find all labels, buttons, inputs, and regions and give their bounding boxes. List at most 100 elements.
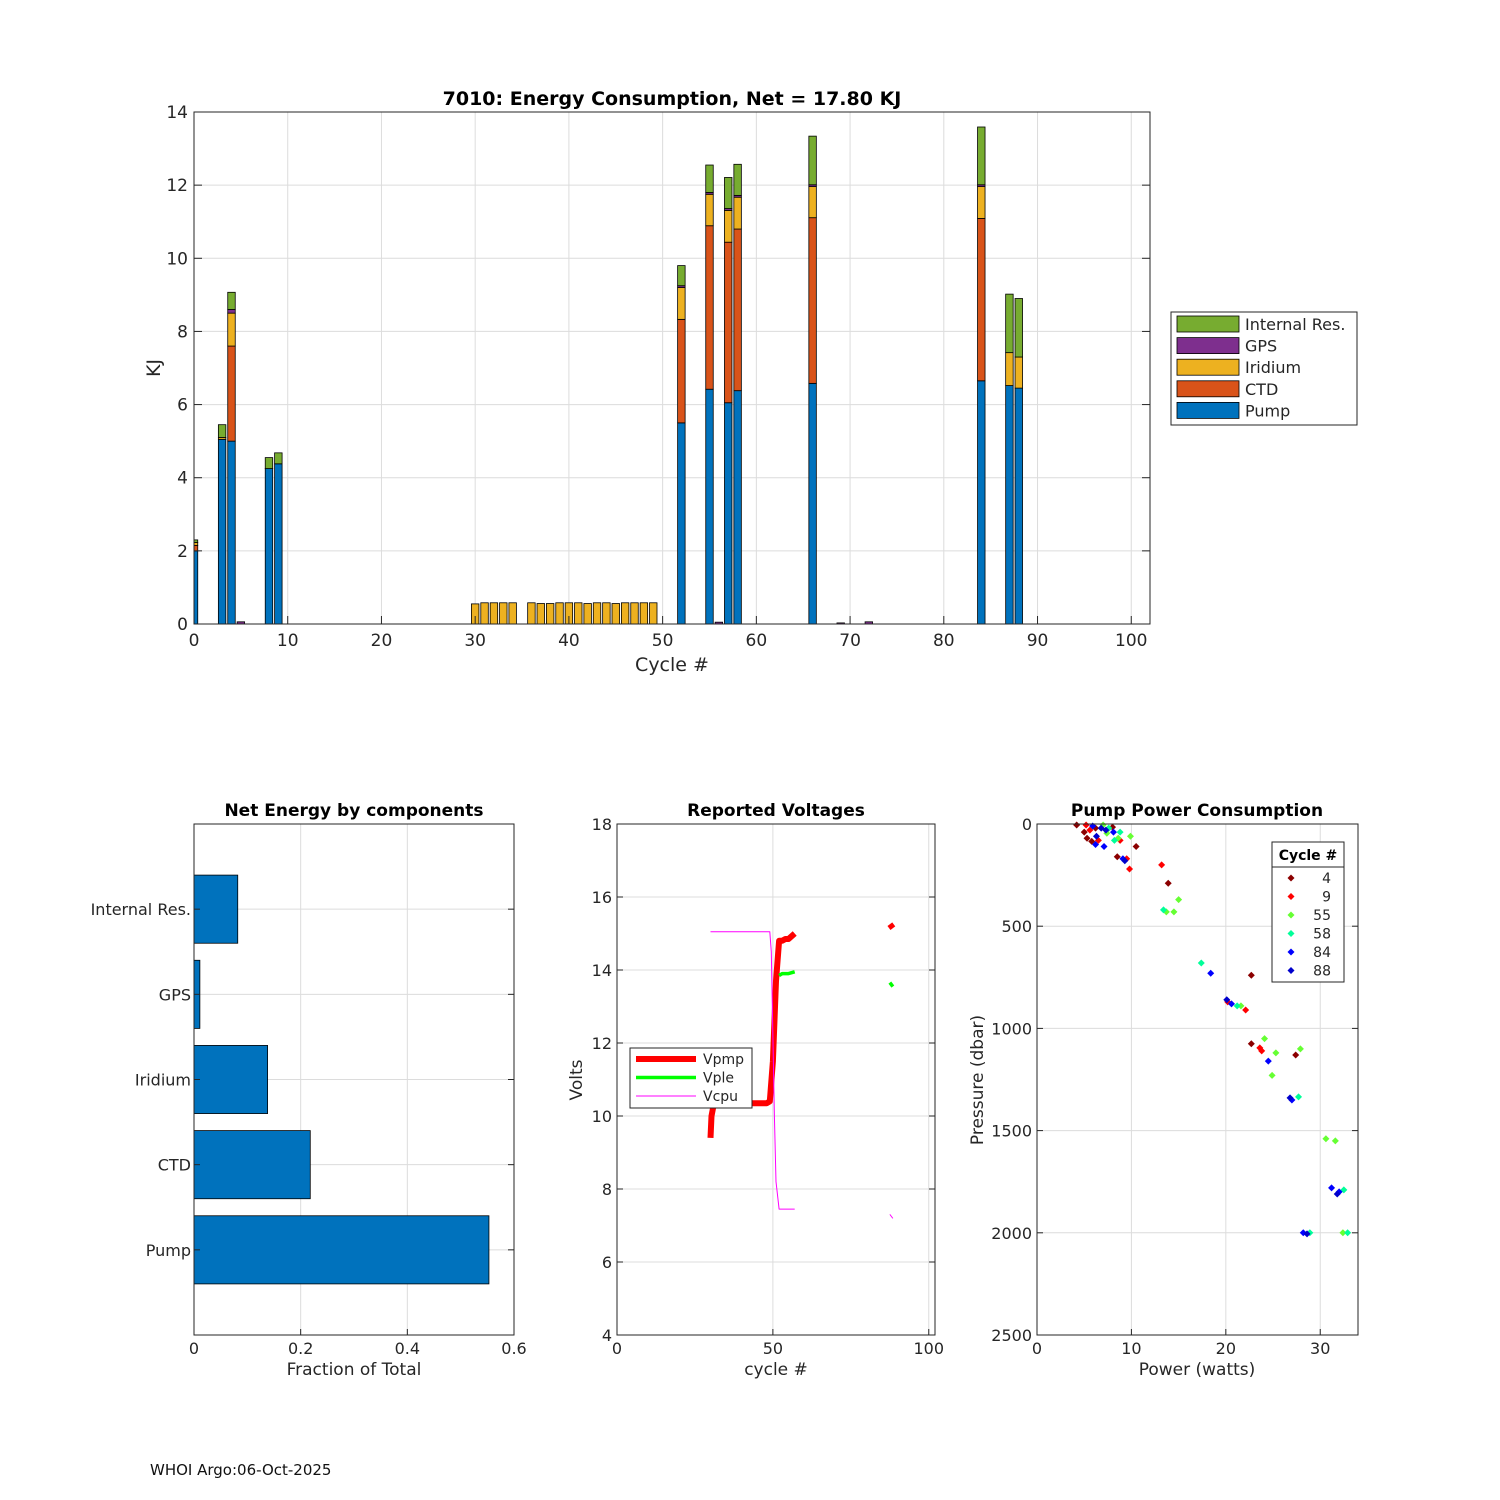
volt-ylabel: Volts (567, 1059, 587, 1100)
energy-xtick-label: 90 (1027, 631, 1049, 651)
pump-power-consumption-chart: Pump Power Consumption 0 10 20 30 0 500 1000 15… (968, 801, 1359, 1380)
energy-bar-segment-internal-res--cycle-88 (1014, 298, 1023, 358)
pump-legend-label: 4 (1322, 871, 1331, 887)
pump-point-cycle-58 (1110, 836, 1118, 844)
pump-legend-marker (1287, 893, 1295, 900)
energy-bar-segment-ctd-cycle-66 (808, 217, 817, 384)
pump-xtick-label: 20 (1216, 1339, 1236, 1358)
pump-point-cycle-84 (1328, 1184, 1336, 1192)
volt-legend-label: Vcpu (703, 1089, 738, 1105)
energy-xtick-label: 60 (746, 631, 768, 651)
frac-xlabel: Fraction of Total (287, 1360, 422, 1380)
pump-point-cycle-55 (1322, 1135, 1330, 1143)
pump-legend-marker (1287, 948, 1295, 956)
energy-bar-segment-iridium-cycle-39 (555, 602, 564, 625)
energy-ytick-label: 10 (166, 249, 188, 269)
reported-voltages-chart: Reported Voltages 0 50 100 4 6 8 10 12 14 16 18 cy… (567, 801, 944, 1380)
pump-point-cycle-55 (1268, 1071, 1276, 1079)
energy-bar-segment-iridium-cycle-47 (630, 602, 639, 625)
volt-series-vcpu (710, 931, 795, 1210)
pump-point-cycle-84 (1227, 1000, 1235, 1008)
frac-ytick-label: Internal Res. (91, 900, 191, 919)
pump-point-cycle-55 (1175, 896, 1183, 904)
pump-point-cycle-88 (1121, 857, 1129, 865)
frac-bar-iridium (193, 1045, 268, 1114)
pump-ytick-label: 500 (1001, 917, 1032, 936)
pump-point-cycle-88 (1333, 1190, 1341, 1198)
energy-xtick-label: 100 (1115, 631, 1147, 651)
pump-ylabel: Pressure (dbar) (968, 1015, 988, 1145)
energy-xtick-label: 30 (464, 631, 486, 651)
energy-bar-segment-iridium-cycle-42 (583, 603, 592, 625)
volt-series-vple (778, 970, 796, 977)
frac-xtick-label: 0.6 (501, 1339, 526, 1358)
pump-point-cycle-58 (1233, 1002, 1241, 1010)
energy-bar-segment-iridium-cycle-33 (499, 602, 508, 625)
net-energy-by-components-chart: Net Energy by components 0 0.2 0.4 0.6 Pump C… (91, 801, 527, 1380)
energy-bar-segment-iridium-cycle-58 (733, 196, 742, 230)
pump-chart-title: Pump Power Consumption (1071, 801, 1323, 821)
energy-bar-segment-iridium-cycle-31 (480, 602, 489, 625)
pump-legend-label: 58 (1313, 927, 1331, 943)
frac-bar-internal-res- (193, 874, 239, 944)
energy-legend-label: Internal Res. (1245, 315, 1345, 334)
energy-bar-segment-ctd-cycle-57 (724, 241, 733, 404)
energy-bar-segment-ctd-cycle-55 (705, 225, 714, 390)
energy-bar-segment-ctd-cycle-0 (193, 544, 199, 552)
energy-bar-segment-iridium-cycle-4 (227, 312, 236, 347)
pump-point-cycle-55 (1296, 1045, 1304, 1053)
frac-bar-pump (193, 1215, 490, 1285)
energy-ytick-label: 8 (177, 322, 188, 342)
pump-point-cycle-4 (1164, 879, 1172, 887)
energy-legend-swatch (1176, 358, 1240, 376)
energy-bar-segment-internal-res--cycle-8 (264, 457, 274, 469)
pump-point-cycle-58 (1160, 906, 1168, 914)
pump-point-cycle-9 (1082, 821, 1090, 829)
energy-bar-segment-iridium-cycle-49 (649, 602, 658, 625)
energy-bar-segment-gps-cycle-4 (227, 309, 236, 314)
energy-bar-segment-iridium-cycle-52 (677, 287, 686, 320)
pump-ytick-label: 0 (1022, 815, 1032, 834)
energy-ytick-label: 6 (177, 396, 188, 416)
pump-legend-label: 9 (1322, 890, 1331, 906)
energy-xtick-label: 10 (277, 631, 299, 651)
pump-xtick-label: 0 (1032, 1339, 1042, 1358)
energy-bar-segment-iridium-cycle-0 (193, 542, 199, 546)
energy-bar-segment-pump-cycle-52 (677, 422, 686, 625)
pump-point-cycle-9 (1258, 1047, 1266, 1055)
pump-point-cycle-4 (1113, 853, 1121, 861)
footer-text: WHOI Argo:06-Oct-2025 (150, 1461, 332, 1479)
energy-bar-segment-iridium-cycle-66 (808, 186, 817, 219)
pump-point-cycle-84 (1092, 840, 1100, 848)
pump-point-cycle-55 (1331, 1137, 1339, 1145)
pump-point-cycle-88 (1286, 1094, 1294, 1102)
frac-xtick-label: 0.2 (288, 1339, 313, 1358)
pump-legend: Cycle # 4 9 55 58 84 88 (1271, 841, 1345, 983)
energy-bar-segment-pump-cycle-66 (808, 382, 817, 625)
energy-bar-segment-internal-res--cycle-52 (677, 265, 686, 287)
pump-legend-title: Cycle # (1279, 848, 1338, 864)
pump-point-cycle-58 (1295, 1093, 1303, 1101)
frac-ytick-label: Iridium (135, 1071, 191, 1090)
frac-bar-ctd (193, 1130, 311, 1200)
energy-bar-segment-iridium-cycle-87 (1005, 352, 1014, 386)
pump-point-cycle-55 (1237, 1002, 1245, 1010)
energy-legend-swatch (1176, 380, 1240, 398)
energy-bar-segment-pump-cycle-4 (227, 440, 236, 625)
energy-consumption-chart: 7010: Energy Consumption, Net = 17.80 KJ… (143, 88, 1358, 676)
pump-point-cycle-55 (1272, 1049, 1280, 1057)
energy-xlabel: Cycle # (635, 654, 709, 676)
pump-point-cycle-4 (1292, 1051, 1300, 1059)
volt-legend-label: Vpmp (703, 1052, 744, 1068)
energy-legend-swatch (1176, 315, 1240, 333)
energy-xtick-label: 20 (371, 631, 393, 651)
energy-bar-segment-ctd-cycle-52 (677, 318, 686, 424)
volt-point-vpmp (887, 922, 896, 931)
volt-xlabel: cycle # (744, 1360, 808, 1380)
pump-point-cycle-58 (1197, 959, 1205, 967)
volt-point-vple (888, 981, 895, 988)
energy-bar-segment-iridium-cycle-45 (611, 603, 620, 625)
energy-bar-segment-pump-cycle-58 (733, 390, 742, 625)
frac-ytick-label: GPS (159, 985, 191, 1004)
energy-legend-label: Pump (1245, 401, 1290, 420)
